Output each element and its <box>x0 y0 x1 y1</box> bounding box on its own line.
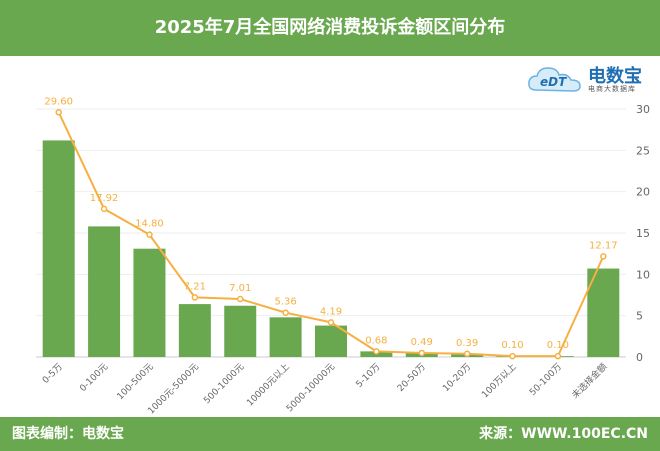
bar <box>315 325 347 357</box>
x-tick-label: 50-100万 <box>528 362 564 398</box>
line-point <box>191 294 199 301</box>
y-tick-label: 20 <box>636 186 650 199</box>
logo-icon-text: eDT <box>540 75 567 89</box>
line-point <box>146 231 153 238</box>
x-tick-label: 0-5万 <box>41 362 65 386</box>
y-tick-label: 30 <box>636 103 650 116</box>
x-tick-label: 5000-10000元 <box>285 362 337 414</box>
x-tick-label: 5-10万 <box>355 362 383 390</box>
bar <box>269 317 302 357</box>
data-label: 29.60 <box>44 96 73 107</box>
data-label: 14.80 <box>135 219 164 230</box>
bar-line-chart: 0 5 10 15 20 25 30 29.60 17.92 14.80 7.21 7.01 5.36 4… <box>36 96 650 417</box>
x-tick-label: 500-1000元 <box>202 362 246 406</box>
x-tick-label: 10-20万 <box>441 362 473 394</box>
bar <box>42 140 75 357</box>
data-label: 5.36 <box>274 297 296 308</box>
data-label: 12.17 <box>589 240 618 251</box>
chart-title: 2025年7月全国网络消费投诉金额区间分布 <box>0 0 660 56</box>
line-point <box>554 352 562 360</box>
y-tick-label: 0 <box>636 351 643 364</box>
data-label: 0.10 <box>501 340 523 351</box>
line-point <box>236 295 244 303</box>
y-tick-label: 10 <box>636 268 650 281</box>
data-label: 0.10 <box>547 340 569 351</box>
data-label: 4.19 <box>320 306 342 317</box>
x-tick-label: 0-100元 <box>78 362 110 394</box>
line-point <box>55 109 62 116</box>
footer-source: 来源：WWW.100EC.CN <box>479 426 648 442</box>
data-label: 7.01 <box>229 283 251 294</box>
bar <box>133 248 166 357</box>
data-label: 0.39 <box>456 338 478 349</box>
line-point <box>327 319 335 326</box>
bar <box>224 305 257 357</box>
line-point <box>282 309 289 316</box>
data-label: 7.21 <box>184 281 206 292</box>
brand-logo: eDT 电数宝 电商大数据库 <box>526 60 656 100</box>
line-point <box>373 348 380 355</box>
logo-sub-text: 电商大数据库 <box>588 85 636 93</box>
x-tick-label: 未选择金额 <box>569 361 609 401</box>
x-tick-label: 100万以上 <box>480 361 519 400</box>
line-point <box>463 350 471 358</box>
y-tick-label: 5 <box>636 310 643 323</box>
x-tick-label: 20-50万 <box>396 362 428 394</box>
bar <box>178 304 211 357</box>
x-tick-label: 10000元以上 <box>245 361 292 408</box>
x-tick-label: 100-500元 <box>116 362 156 402</box>
data-label: 0.68 <box>365 335 387 346</box>
bar <box>88 226 121 357</box>
footer-credit: 图表编制：电数宝 <box>12 426 124 442</box>
line-point <box>100 205 108 213</box>
logo-brand-text: 电数宝 <box>588 66 642 87</box>
x-tick-label: 1000元-5000元 <box>146 362 200 416</box>
line-point <box>509 352 516 360</box>
bar <box>587 268 620 357</box>
y-tick-label: 25 <box>636 144 650 157</box>
cloud-logo-icon: eDT <box>528 67 581 92</box>
y-tick-label: 15 <box>636 227 650 240</box>
line-point <box>418 349 426 357</box>
line-point <box>600 253 607 260</box>
data-label: 0.49 <box>411 337 433 348</box>
chart-footer: 图表编制：电数宝 来源：WWW.100EC.CN <box>0 417 660 451</box>
data-label: 17.92 <box>90 193 119 204</box>
